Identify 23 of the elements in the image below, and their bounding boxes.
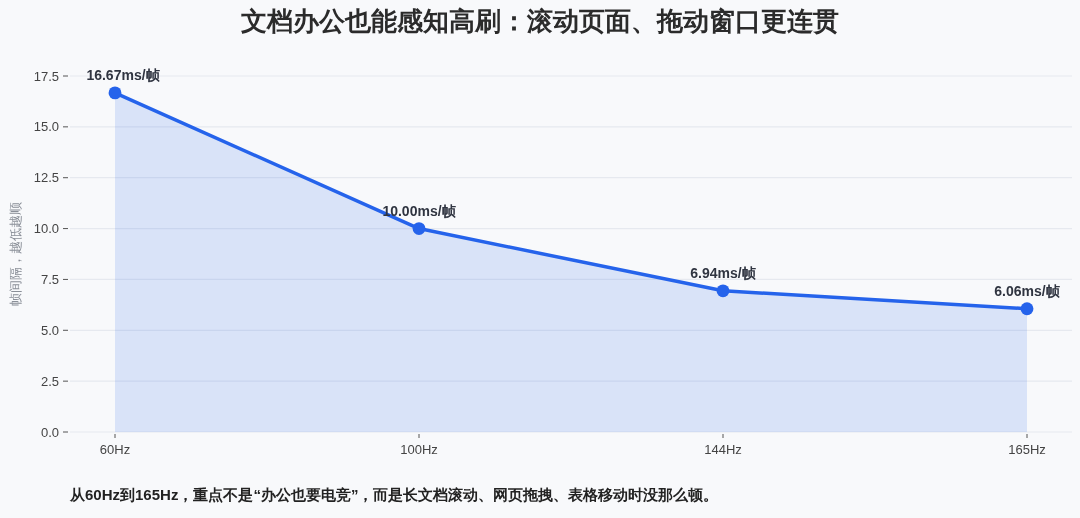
- point: [108, 86, 122, 100]
- x-tick-label: 60Hz: [99, 442, 131, 457]
- point: [716, 284, 730, 298]
- data-label: 6.06ms/帧: [994, 282, 1060, 299]
- y-tick-label: 15.0: [33, 119, 59, 135]
- y-tick-label: 2.5: [40, 373, 59, 389]
- chart-title: 文档办公也能感知高刷：滚动页面、拖动窗口更连贯: [241, 6, 839, 36]
- text: 从60Hz到165Hz，重点不是“办公也要电竞”，而是长文档滚动、网页拖拽、表格移动时没那么顿。: [69, 486, 719, 503]
- y-tick-label: 0.0: [40, 424, 59, 440]
- data-label: 16.67ms/帧: [86, 66, 160, 83]
- data-label: 6.94ms/帧: [690, 264, 756, 281]
- x-tick-label: 165Hz: [1008, 442, 1046, 457]
- x-tick-label: 144Hz: [704, 442, 742, 457]
- point: [1020, 302, 1034, 316]
- data-label: 10.00ms/帧: [382, 202, 456, 219]
- y-axis-title: 帧间隔，越低越顺: [8, 202, 23, 306]
- y-tick-label: 5.0: [40, 322, 59, 338]
- y-tick-label: 7.5: [40, 271, 59, 287]
- y-tick-label: 10.0: [33, 221, 59, 237]
- y-tick-label: 17.5: [33, 68, 59, 84]
- point: [412, 222, 426, 235]
- x-tick-label: 100Hz: [400, 442, 438, 457]
- y-tick-label: 12.5: [33, 170, 59, 186]
